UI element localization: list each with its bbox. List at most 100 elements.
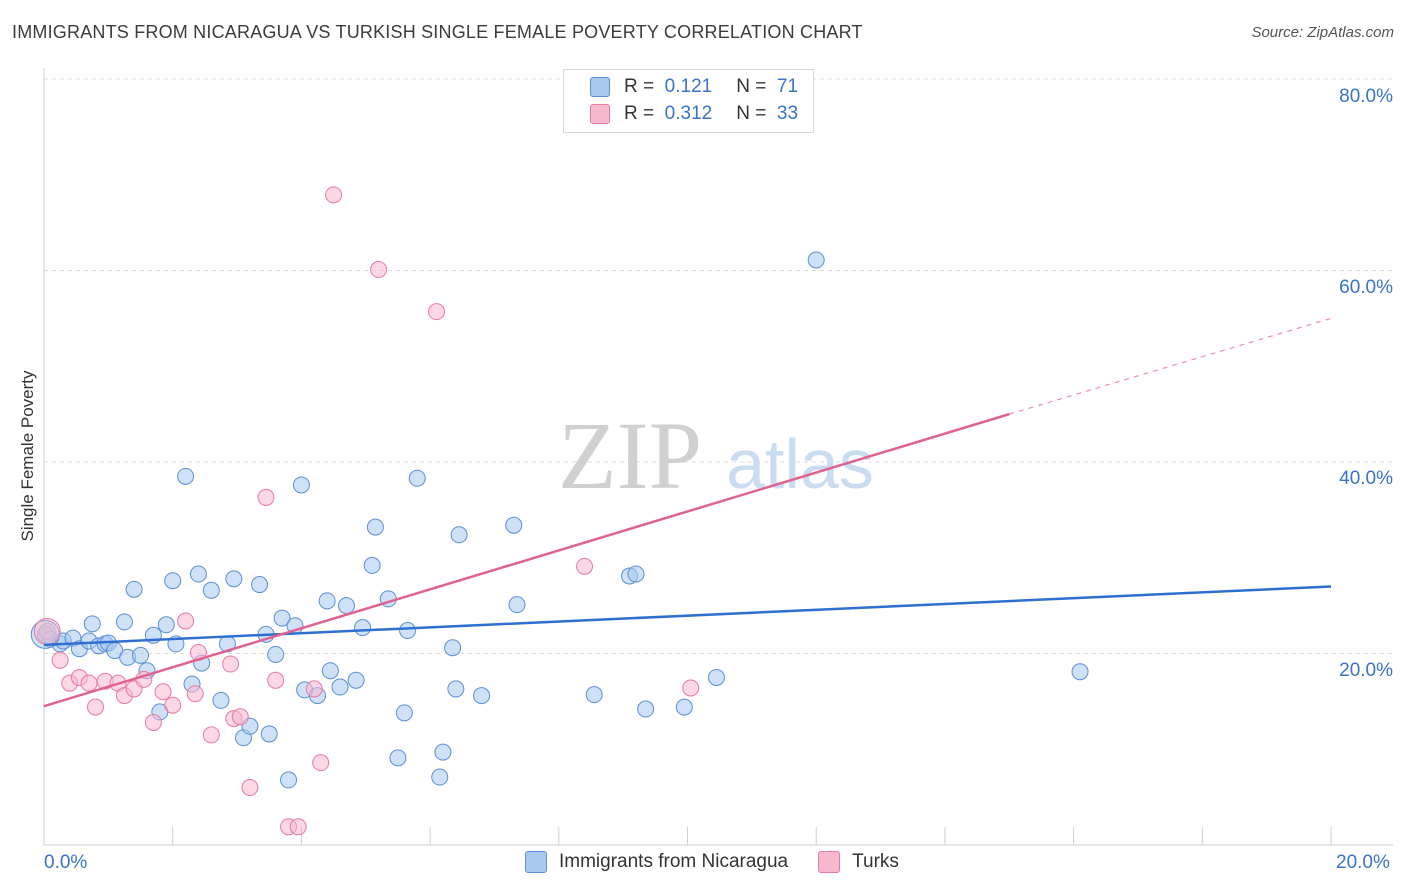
legend-swatch-blue bbox=[590, 77, 610, 97]
legend-swatch-pink bbox=[818, 851, 841, 873]
point-turks bbox=[267, 671, 285, 689]
stats-row-nicaragua: R = 0.121 N = 71 bbox=[590, 76, 798, 98]
point-nicaragua bbox=[347, 671, 365, 689]
point-nicaragua bbox=[212, 691, 230, 709]
gridlines bbox=[44, 78, 1393, 654]
point-nicaragua bbox=[675, 698, 693, 716]
point-nicaragua bbox=[267, 645, 285, 663]
point-nicaragua bbox=[389, 749, 407, 767]
point-nicaragua bbox=[321, 662, 339, 680]
point-nicaragua bbox=[434, 743, 452, 761]
n-label: N = bbox=[736, 103, 767, 124]
point-nicaragua bbox=[505, 516, 523, 534]
point-nicaragua bbox=[444, 639, 462, 657]
point-nicaragua bbox=[164, 572, 182, 590]
point-nicaragua bbox=[431, 768, 449, 786]
legend-item-turks[interactable]: Turks bbox=[818, 851, 899, 873]
point-nicaragua bbox=[354, 619, 372, 637]
point-turks bbox=[682, 679, 700, 697]
point-nicaragua bbox=[115, 613, 133, 631]
point-turks bbox=[202, 726, 220, 744]
point-nicaragua bbox=[395, 704, 413, 722]
y-tick-20: 20.0% bbox=[1339, 660, 1393, 681]
point-nicaragua bbox=[331, 678, 349, 696]
legend-swatch-pink bbox=[590, 104, 610, 124]
n-value: 33 bbox=[776, 103, 799, 124]
point-turks bbox=[428, 303, 446, 321]
point-nicaragua bbox=[177, 467, 195, 485]
chart-source: Source: ZipAtlas.com bbox=[1251, 24, 1394, 41]
point-turks bbox=[164, 696, 182, 714]
point-nicaragua bbox=[225, 570, 243, 588]
point-nicaragua bbox=[189, 565, 207, 583]
point-nicaragua bbox=[473, 687, 491, 705]
point-turks bbox=[80, 674, 98, 692]
point-turks bbox=[186, 685, 204, 703]
point-nicaragua bbox=[807, 251, 825, 269]
point-turks bbox=[222, 655, 240, 673]
point-turks bbox=[370, 261, 388, 279]
r-value: 0.312 bbox=[664, 103, 713, 124]
point-nicaragua bbox=[83, 615, 101, 633]
legend-item-nicaragua[interactable]: Immigrants from Nicaragua bbox=[525, 851, 788, 873]
trend-line-nicaragua bbox=[43, 585, 1332, 647]
point-nicaragua bbox=[280, 771, 298, 789]
point-turks-cluster bbox=[33, 617, 61, 645]
legend-swatch-blue bbox=[525, 851, 547, 873]
stats-row-turks: R = 0.312 N = 33 bbox=[590, 103, 798, 125]
point-turks bbox=[312, 754, 330, 772]
stats-legend: R = 0.121 N = 71 R = 0.312 N = 33 bbox=[563, 69, 814, 133]
point-nicaragua bbox=[251, 576, 269, 594]
data-points bbox=[30, 186, 1089, 836]
watermark-atlas: atlas bbox=[726, 425, 874, 503]
point-nicaragua bbox=[450, 526, 468, 544]
point-nicaragua bbox=[132, 646, 150, 664]
chart-title: IMMIGRANTS FROM NICARAGUA VS TURKISH SIN… bbox=[12, 22, 863, 42]
point-nicaragua bbox=[1071, 663, 1089, 681]
y-tick-60: 60.0% bbox=[1339, 277, 1393, 298]
n-value: 71 bbox=[776, 76, 799, 97]
point-nicaragua bbox=[585, 686, 603, 704]
point-nicaragua bbox=[399, 622, 417, 640]
point-turks bbox=[241, 779, 259, 797]
y-tick-80: 80.0% bbox=[1339, 86, 1393, 107]
axes bbox=[43, 68, 1393, 846]
x-tick-min: 0.0% bbox=[44, 852, 88, 873]
r-value: 0.121 bbox=[664, 76, 713, 97]
point-nicaragua bbox=[408, 469, 426, 487]
r-label: R = bbox=[624, 76, 655, 97]
point-nicaragua bbox=[447, 680, 465, 698]
point-nicaragua bbox=[125, 580, 143, 598]
y-tick-40: 40.0% bbox=[1339, 468, 1393, 489]
point-nicaragua bbox=[292, 476, 310, 494]
point-nicaragua bbox=[627, 565, 645, 583]
point-turks bbox=[231, 708, 249, 726]
point-turks bbox=[305, 680, 323, 698]
point-nicaragua bbox=[363, 556, 381, 574]
point-nicaragua bbox=[202, 581, 220, 599]
point-turks bbox=[177, 612, 195, 630]
series-legend: Immigrants from Nicaragua Turks bbox=[525, 851, 929, 873]
point-turks bbox=[144, 713, 162, 731]
point-nicaragua bbox=[157, 616, 175, 634]
n-label: N = bbox=[736, 76, 767, 97]
x-tick-max: 20.0% bbox=[1336, 852, 1390, 873]
point-turks bbox=[257, 488, 275, 506]
watermark-zip: ZIP bbox=[558, 402, 702, 509]
legend-label: Immigrants from Nicaragua bbox=[559, 851, 789, 872]
point-nicaragua bbox=[508, 596, 526, 614]
point-nicaragua bbox=[707, 668, 725, 686]
point-turks bbox=[51, 651, 69, 669]
watermark: ZIP atlas bbox=[558, 402, 874, 509]
point-nicaragua bbox=[318, 592, 336, 610]
point-turks bbox=[576, 557, 594, 575]
point-nicaragua bbox=[637, 700, 655, 718]
point-nicaragua bbox=[337, 597, 355, 615]
r-label: R = bbox=[624, 103, 655, 124]
point-nicaragua bbox=[260, 725, 278, 743]
point-nicaragua bbox=[273, 609, 291, 627]
legend-label: Turks bbox=[852, 851, 899, 872]
trend-line-turks-extension bbox=[1009, 317, 1332, 415]
point-turks bbox=[154, 683, 172, 701]
